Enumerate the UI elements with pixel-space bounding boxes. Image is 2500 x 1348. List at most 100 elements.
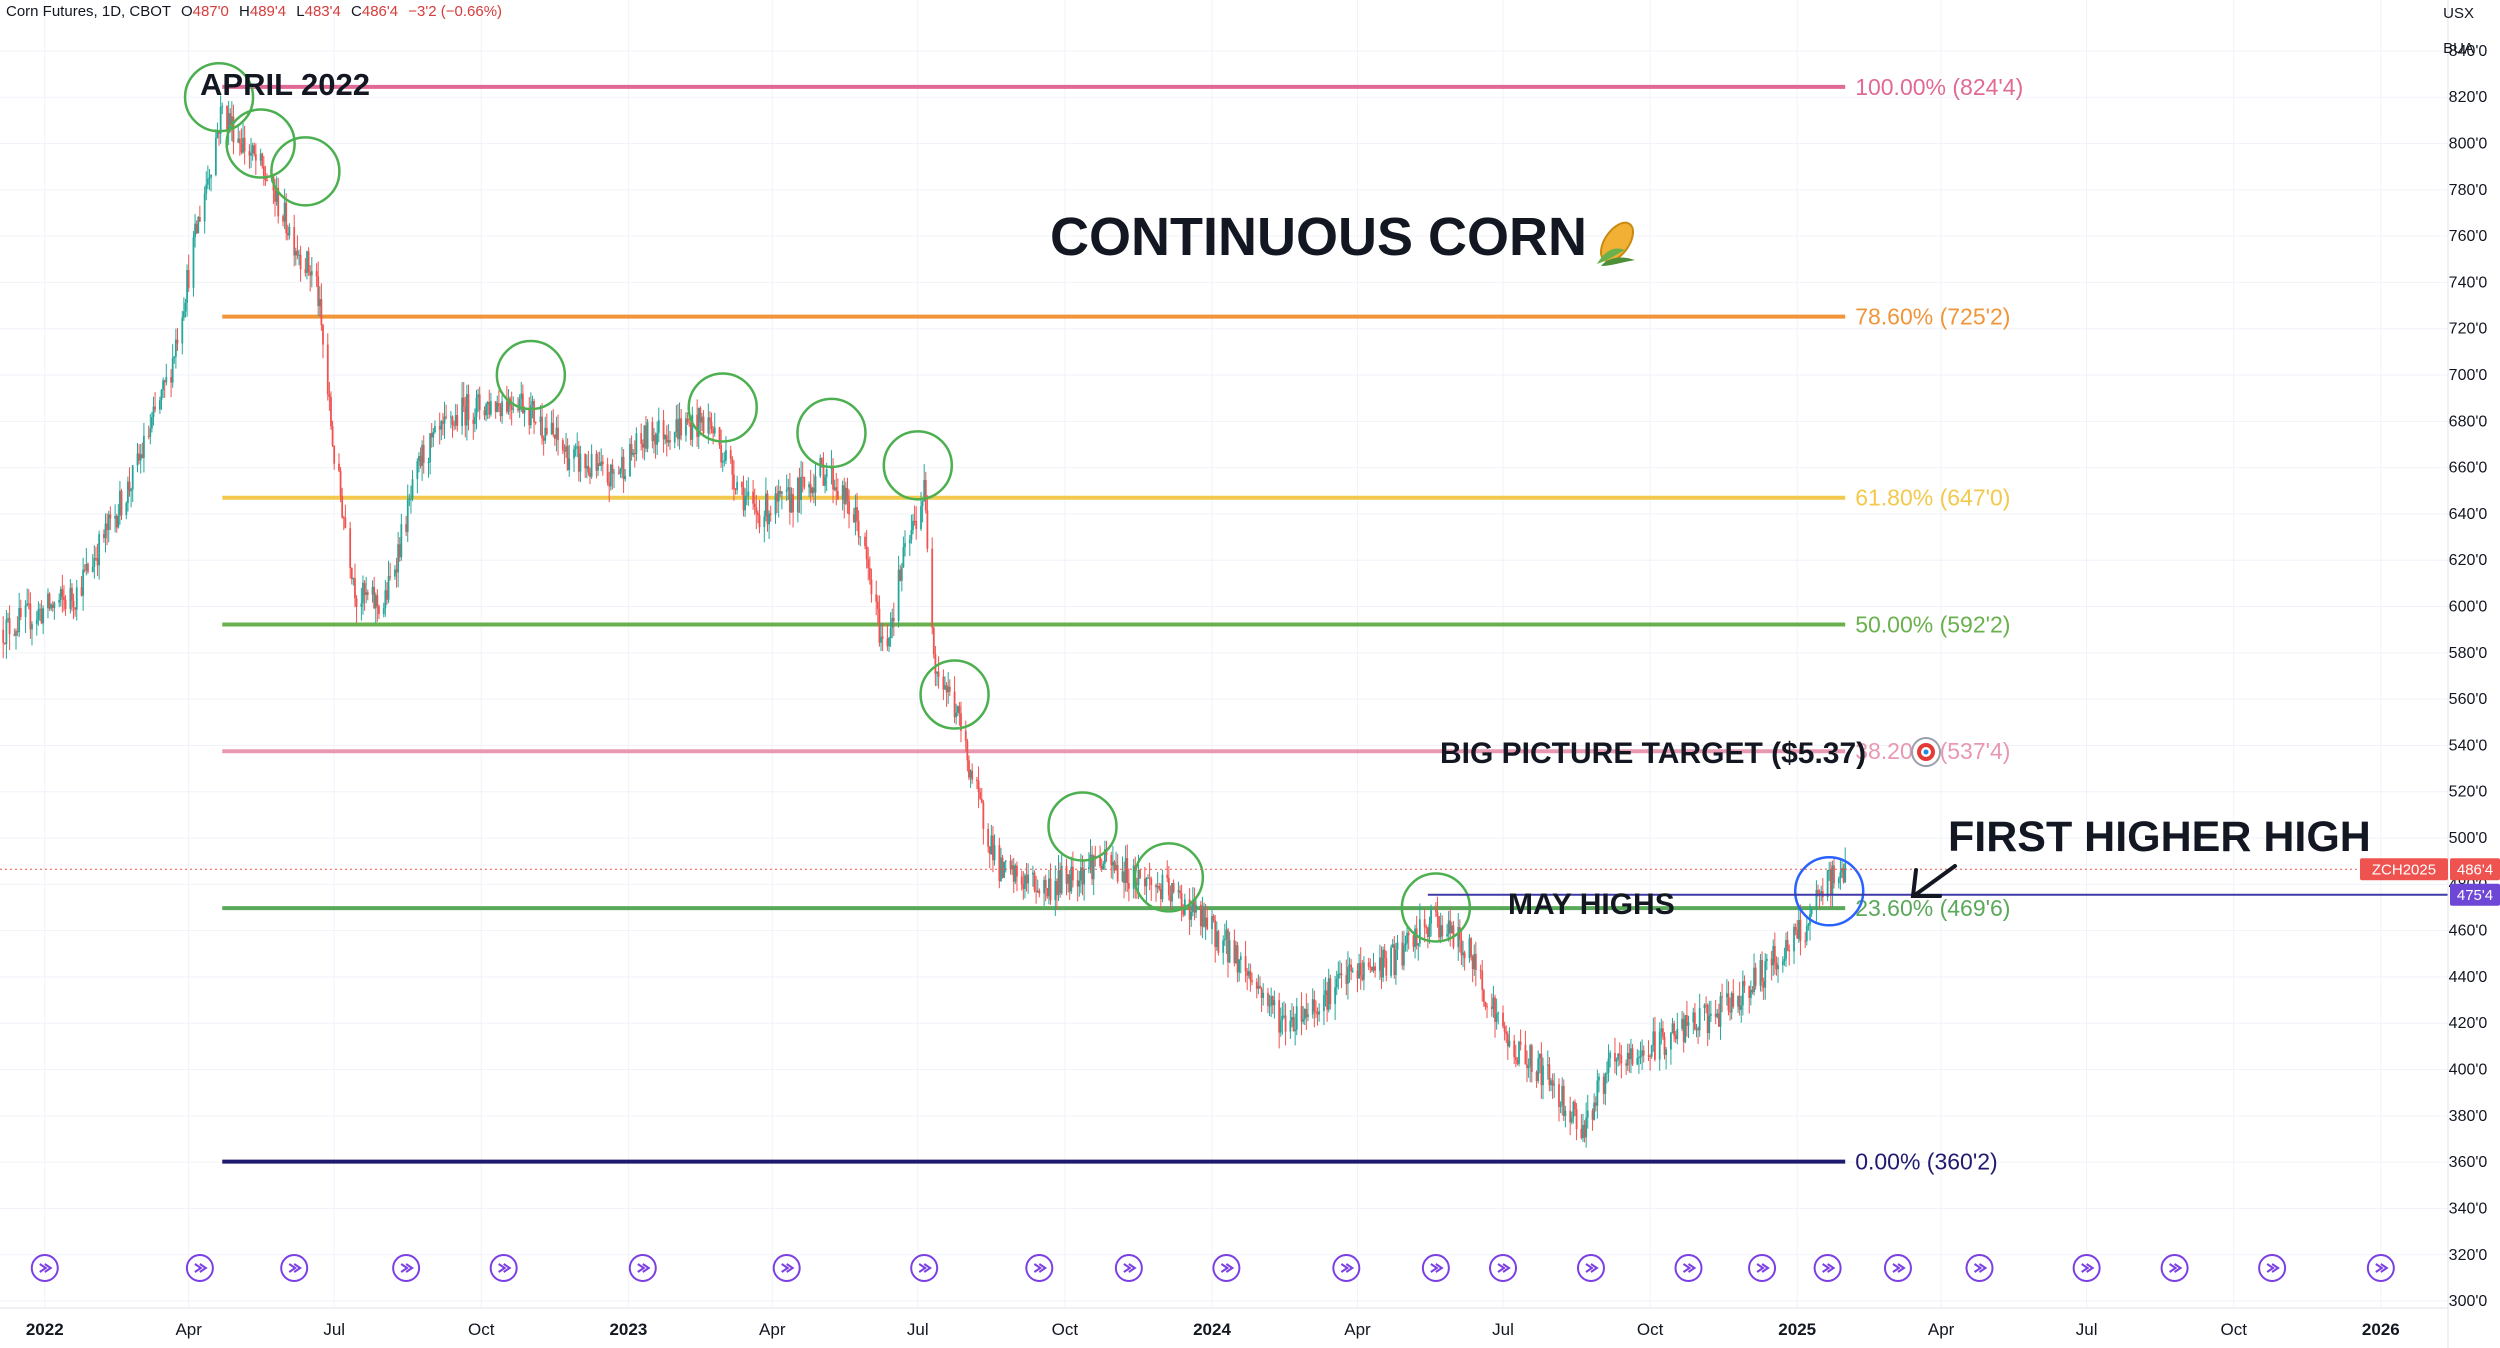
candle-body	[1313, 999, 1316, 1012]
candle-body	[846, 487, 849, 501]
price-tick-label: 800'0	[2449, 136, 2488, 153]
events-icon-glyph	[1497, 1263, 1511, 1273]
candle-body	[1591, 1110, 1594, 1120]
candle-body	[968, 760, 970, 778]
price-tick-label: 420'0	[2449, 1015, 2488, 1032]
candle-body	[1079, 867, 1082, 881]
candle-body	[1145, 878, 1148, 887]
candle-body	[944, 685, 946, 690]
candle-body	[259, 153, 262, 161]
candle-body	[1247, 971, 1250, 976]
currency-label[interactable]: USX	[2443, 5, 2474, 22]
candle-body	[1559, 1105, 1562, 1107]
candle-body	[766, 493, 769, 525]
candle-body	[1227, 929, 1229, 963]
candle-body	[1340, 973, 1343, 976]
candle-body	[1326, 990, 1329, 1010]
candle-body	[1246, 971, 1249, 976]
low-label: L	[296, 3, 305, 20]
candle-body	[1751, 989, 1754, 993]
candle-body	[488, 402, 491, 415]
candle-body	[1730, 993, 1733, 1013]
candle-body	[350, 568, 353, 580]
candle-body	[868, 567, 871, 580]
candle-body	[1251, 980, 1253, 982]
candle-body	[1367, 962, 1370, 967]
fib-level-label: 23.60% (469'6)	[1855, 895, 2010, 921]
candle-body	[98, 534, 101, 566]
candle-body	[1687, 1022, 1690, 1026]
candle-body	[998, 845, 1001, 882]
candle-body	[1462, 952, 1464, 956]
candle-body	[544, 427, 547, 441]
candle-body	[812, 487, 815, 493]
candle-body	[230, 116, 233, 126]
candle-body	[1698, 1008, 1701, 1031]
candle-body	[248, 151, 251, 156]
candle-body	[1212, 915, 1215, 921]
candle-body	[387, 576, 390, 600]
candle-body	[1519, 1041, 1522, 1045]
candle-body	[796, 477, 799, 513]
candle-body	[1839, 872, 1842, 879]
unit-label[interactable]: BUA	[2443, 40, 2474, 57]
candle-body	[1217, 931, 1220, 953]
candle-body	[1596, 1080, 1599, 1106]
candle-body	[574, 446, 577, 450]
candle-body	[736, 482, 739, 490]
candle-body	[195, 223, 198, 234]
candle-body	[865, 546, 868, 560]
candle-body	[1291, 1017, 1293, 1021]
candle-body	[63, 596, 65, 601]
candle-body	[566, 446, 569, 471]
candle-body	[304, 269, 307, 273]
candle-body	[221, 105, 224, 108]
candle-body	[1361, 975, 1364, 980]
candle-body	[1143, 878, 1146, 887]
highlight-circle	[1400, 872, 1472, 943]
candle-body	[1239, 956, 1242, 960]
candle-body	[664, 435, 667, 440]
candle-body	[1103, 849, 1106, 864]
candle-body	[878, 608, 881, 643]
candle-body	[170, 376, 172, 383]
candle-body	[1201, 906, 1204, 927]
candle-body	[1166, 874, 1169, 879]
price-tick-label: 460'0	[2449, 923, 2488, 940]
candle-body	[1810, 908, 1813, 915]
candle-body	[517, 408, 519, 411]
candle-body	[462, 397, 465, 407]
candle-body	[701, 416, 703, 423]
candle-body	[1204, 917, 1207, 927]
change-value: −3'2 (−0.66%)	[408, 3, 503, 20]
candle-body	[465, 394, 468, 426]
events-icon-glyph	[498, 1263, 512, 1273]
candle-body	[870, 579, 873, 595]
candle-body	[127, 481, 129, 504]
candle-body	[1450, 925, 1453, 934]
candle-body	[1155, 885, 1157, 888]
candle-body	[912, 520, 914, 530]
candle-body	[819, 457, 822, 477]
events-icon	[1576, 1254, 1605, 1282]
candle-body	[333, 445, 336, 464]
events-icon-glyph	[1430, 1263, 1444, 1273]
events-icon-glyph	[2169, 1263, 2183, 1273]
candle-body	[801, 476, 804, 478]
candle-body	[119, 490, 121, 516]
candle-body	[1479, 970, 1482, 972]
candle-body	[58, 599, 61, 603]
candle-body	[948, 686, 951, 692]
highlight-circle	[183, 61, 255, 133]
candle-body	[82, 569, 85, 596]
candle-body	[395, 569, 398, 573]
candle-body	[641, 443, 644, 448]
candle-body	[464, 406, 467, 426]
candle-body	[117, 515, 120, 528]
candle-body	[1727, 993, 1730, 1011]
symbol-title[interactable]: Corn Futures, 1D, CBOT	[6, 3, 171, 20]
candle-body	[1518, 1041, 1520, 1064]
candle-body	[864, 536, 866, 547]
candle-body	[24, 605, 27, 618]
